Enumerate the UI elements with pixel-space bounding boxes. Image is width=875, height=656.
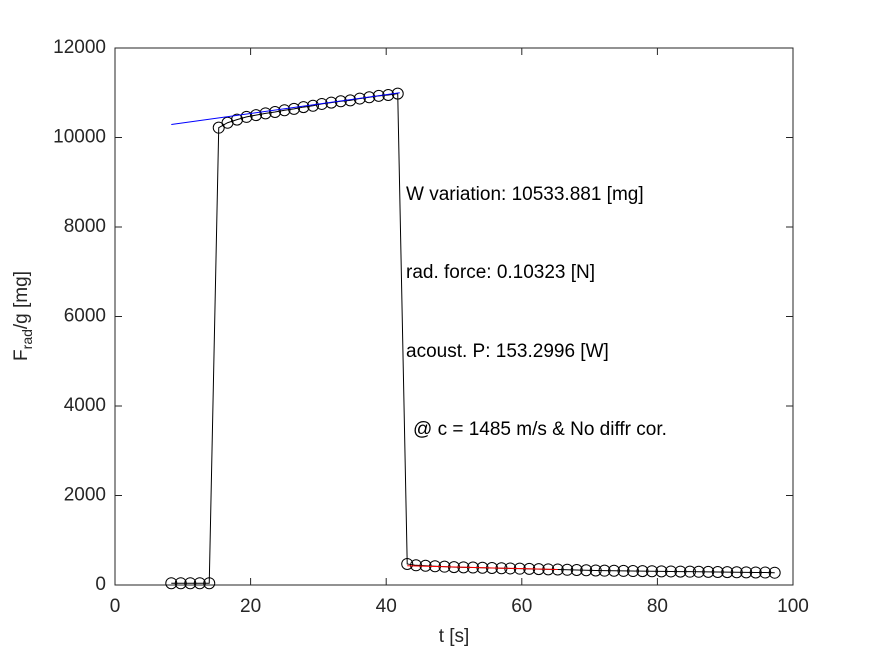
data-point <box>174 577 187 590</box>
data-point <box>749 566 762 579</box>
x-tick-label: 100 <box>777 596 809 617</box>
y-tick-label: 2000 <box>64 485 106 506</box>
y-tick-label: 6000 <box>64 306 106 327</box>
data-point <box>203 577 216 590</box>
data-point <box>570 564 583 577</box>
data-point <box>608 564 621 577</box>
data-point <box>193 577 206 590</box>
data-point <box>184 577 197 590</box>
data-point <box>683 565 696 578</box>
x-tick-label: 40 <box>376 596 397 617</box>
y-axis-label: Frad/g [mg] <box>11 271 35 361</box>
data-point <box>664 565 677 578</box>
data-point <box>655 565 668 578</box>
y-label-main: F <box>11 349 32 361</box>
y-tick-label: 12000 <box>53 37 106 58</box>
data-point <box>250 109 263 122</box>
x-tick-label: 0 <box>110 596 121 617</box>
data-point <box>598 564 611 577</box>
data-point <box>759 566 772 579</box>
data-point <box>259 107 272 120</box>
data-point <box>269 105 282 118</box>
x-tick-label: 20 <box>240 596 261 617</box>
data-point <box>711 566 724 579</box>
data-point <box>165 577 178 590</box>
y-tick-label: 8000 <box>64 216 106 237</box>
data-point <box>287 102 300 115</box>
data-point <box>278 104 291 117</box>
data-point <box>410 559 423 572</box>
data-point <box>363 91 376 104</box>
data-point <box>674 565 687 578</box>
data-point <box>589 564 602 577</box>
y-tick-label: 4000 <box>64 395 106 416</box>
data-point <box>231 113 244 126</box>
data-point <box>636 565 649 578</box>
x-tick-label: 60 <box>511 596 532 617</box>
y-label-rest: /g [mg] <box>11 271 32 329</box>
data-point <box>617 564 630 577</box>
annotation: @ c = 1485 m/s & No diffr cor. <box>413 419 667 440</box>
data-point <box>721 566 734 579</box>
data-point <box>768 566 781 579</box>
data-point <box>372 89 385 102</box>
annotation: rad. force: 0.10323 [N] <box>406 262 595 283</box>
annotation: W variation: 10533.881 [mg] <box>406 184 644 205</box>
data-point <box>740 566 753 579</box>
x-tick-label: 80 <box>647 596 668 617</box>
y-label-sub: rad <box>19 329 35 349</box>
series-line <box>407 565 558 571</box>
data-point <box>580 564 593 577</box>
x-axis-label: t [s] <box>439 626 470 647</box>
plot-box <box>114 47 794 586</box>
data-point <box>561 563 574 576</box>
data-point <box>730 566 743 579</box>
y-tick-label: 10000 <box>53 127 106 148</box>
data-point <box>645 565 658 578</box>
data-point <box>692 565 705 578</box>
data-point <box>626 565 639 578</box>
annotation: acoust. P: 153.2996 [W] <box>406 341 609 362</box>
data-point <box>240 110 253 123</box>
data-point <box>702 565 715 578</box>
series-line <box>171 92 400 126</box>
data-point <box>401 557 414 570</box>
y-tick-label: 0 <box>95 574 106 595</box>
data-point <box>353 92 366 105</box>
